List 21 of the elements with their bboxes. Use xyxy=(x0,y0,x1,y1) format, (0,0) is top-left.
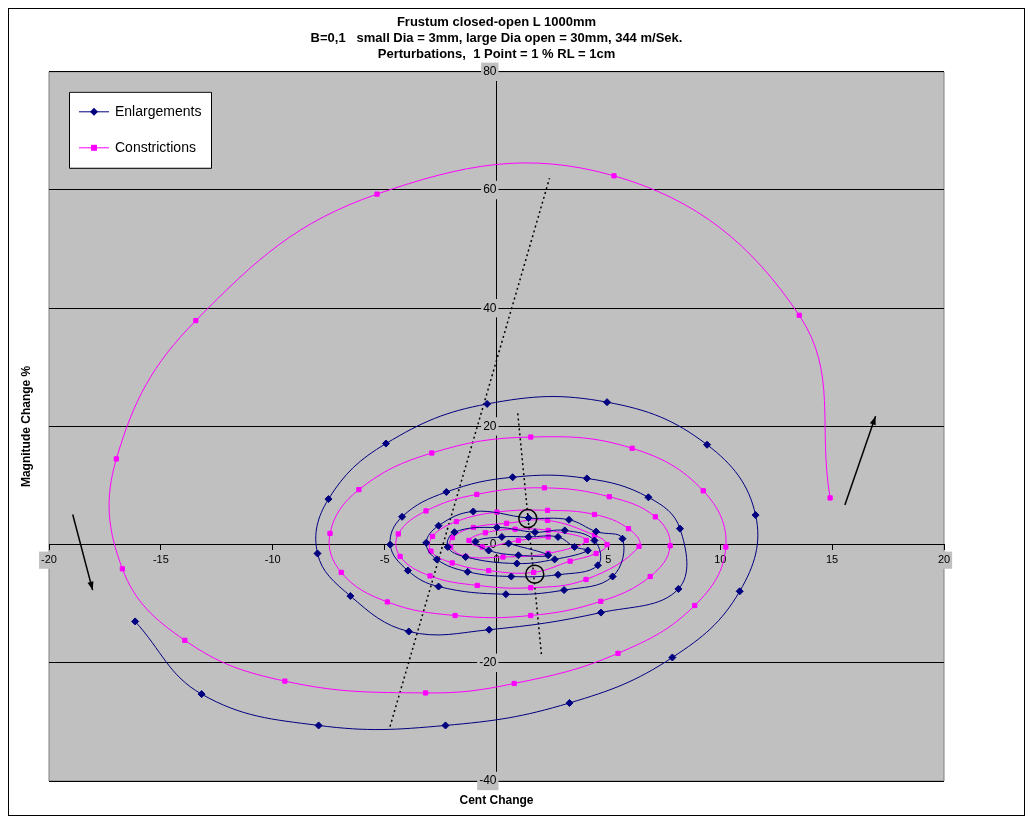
y-tick-label: 20 xyxy=(483,418,497,433)
legend-label: Enlargements xyxy=(115,102,202,119)
y-tick-label: -20 xyxy=(479,655,497,670)
x-tick-label: 20 xyxy=(937,553,951,566)
y-axis-title: Magnitude Change % xyxy=(19,365,34,488)
text: Frustum closed-open L 1000mm xyxy=(396,14,597,30)
x-tick-label: 15 xyxy=(826,553,839,566)
x-tick-label: -10 xyxy=(264,553,281,566)
text: Perturbations, 1 Point = 1 % RL = 1cm xyxy=(377,45,616,61)
y-tick-label: 80 xyxy=(483,64,497,79)
text: B=0,1 small Dia = 3mm, large Dia open = 30mm, 344 m/Sek. xyxy=(310,29,683,45)
x-tick-label: 10 xyxy=(714,553,727,566)
x-tick-label: -15 xyxy=(152,553,169,566)
x-tick-label: 5 xyxy=(605,553,612,566)
x-tick-label: -5 xyxy=(379,553,390,566)
x-axis-title: Cent Change xyxy=(459,793,534,808)
x-tick-label: -20 xyxy=(41,553,57,566)
legend-label: Constrictions xyxy=(115,138,196,155)
y-tick-label: 40 xyxy=(483,300,497,315)
y-tick-label: -40 xyxy=(479,773,497,788)
y-tick-label: 60 xyxy=(483,182,497,197)
